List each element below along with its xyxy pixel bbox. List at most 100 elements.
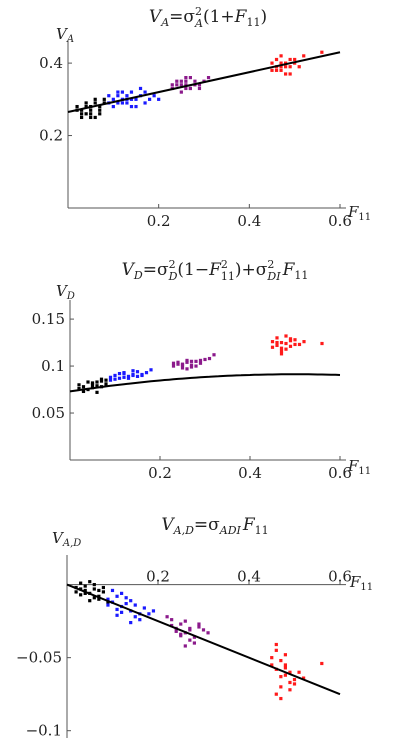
data-point bbox=[129, 620, 133, 625]
data-point bbox=[98, 112, 102, 116]
data-point bbox=[97, 588, 101, 593]
data-point bbox=[135, 370, 140, 374]
y-axis-label: VA bbox=[56, 25, 74, 45]
data-point bbox=[274, 57, 279, 62]
data-point bbox=[203, 357, 207, 362]
data-point bbox=[197, 625, 201, 629]
y-axis-label: VA,D bbox=[52, 529, 81, 549]
data-point bbox=[274, 648, 278, 652]
data-point bbox=[116, 94, 120, 98]
data-point bbox=[183, 644, 187, 648]
data-point bbox=[138, 86, 143, 91]
data-point bbox=[274, 642, 278, 647]
data-point bbox=[274, 68, 279, 72]
data-point bbox=[113, 373, 117, 378]
data-point bbox=[279, 54, 283, 58]
data-point bbox=[97, 597, 101, 601]
data-point bbox=[126, 374, 131, 378]
data-point bbox=[297, 65, 301, 69]
y-tick-label: 0.4 bbox=[39, 54, 63, 72]
data-point bbox=[270, 68, 274, 72]
data-point bbox=[125, 94, 129, 98]
data-point bbox=[129, 599, 133, 603]
data-point bbox=[88, 599, 92, 603]
x-tick-label: 0.2 bbox=[147, 212, 171, 230]
data-point bbox=[197, 622, 201, 626]
data-point bbox=[171, 364, 176, 368]
data-point bbox=[279, 68, 283, 72]
data-point bbox=[201, 628, 206, 632]
data-point bbox=[288, 670, 292, 674]
data-point bbox=[284, 334, 288, 338]
data-point bbox=[131, 369, 135, 373]
data-point bbox=[270, 340, 275, 344]
data-point bbox=[143, 90, 147, 94]
data-point bbox=[80, 112, 84, 116]
data-point bbox=[288, 72, 292, 76]
data-point bbox=[292, 677, 297, 682]
data-point bbox=[297, 670, 301, 674]
data-point bbox=[106, 597, 110, 601]
data-point bbox=[107, 94, 111, 98]
data-point bbox=[80, 108, 84, 112]
data-point bbox=[184, 83, 188, 87]
data-point bbox=[188, 626, 192, 631]
data-point bbox=[275, 340, 279, 345]
data-point bbox=[79, 581, 83, 585]
data-point bbox=[302, 340, 306, 344]
data-point bbox=[135, 374, 140, 378]
chart-panel-va: VA=σ2 A(1+F11) VA F11 0.2 0.4 0.6 0.2 0.4 bbox=[39, 5, 371, 230]
data-point bbox=[279, 349, 284, 353]
data-point bbox=[83, 584, 87, 588]
data-point bbox=[189, 365, 194, 369]
data-point bbox=[138, 618, 142, 622]
y-axis-label: VD bbox=[56, 282, 75, 302]
data-point bbox=[115, 613, 119, 617]
data-point bbox=[293, 338, 297, 342]
data-point bbox=[115, 594, 119, 598]
data-point bbox=[192, 641, 196, 645]
x-tick-label: 0.2 bbox=[148, 464, 172, 482]
data-point bbox=[81, 388, 86, 393]
data-point bbox=[176, 362, 180, 366]
data-point bbox=[86, 380, 90, 384]
data-point bbox=[83, 588, 87, 593]
chart-title: VD=σ2 D(1−F2 11)+σ2 DI F11 bbox=[122, 258, 309, 283]
y-tick-label: 0.2 bbox=[39, 127, 63, 145]
data-point bbox=[74, 590, 78, 594]
data-point bbox=[293, 342, 297, 347]
data-point bbox=[98, 104, 102, 109]
data-point bbox=[270, 663, 274, 667]
data-point bbox=[152, 94, 156, 98]
x-tick-label: 0.6 bbox=[328, 212, 352, 230]
data-point bbox=[83, 591, 87, 595]
data-point bbox=[115, 607, 119, 612]
x-tick-label: 0.4 bbox=[237, 568, 261, 586]
data-point bbox=[98, 108, 102, 112]
data-point bbox=[179, 79, 183, 83]
data-point bbox=[212, 353, 216, 357]
data-point bbox=[279, 340, 284, 345]
data-point bbox=[279, 696, 283, 701]
data-point bbox=[122, 371, 126, 375]
data-point bbox=[320, 661, 324, 666]
data-point bbox=[111, 104, 115, 109]
data-point bbox=[279, 65, 283, 69]
data-point bbox=[185, 358, 189, 363]
data-point bbox=[148, 97, 152, 101]
data-point bbox=[129, 97, 134, 101]
data-point bbox=[81, 385, 86, 389]
y-tick-label: 0.1 bbox=[41, 357, 65, 375]
data-point bbox=[92, 583, 96, 587]
data-point bbox=[206, 76, 211, 80]
data-point bbox=[193, 79, 197, 83]
data-point bbox=[108, 378, 113, 382]
x-axis-label: F11 bbox=[347, 457, 371, 477]
data-point bbox=[101, 590, 105, 594]
data-point bbox=[185, 367, 189, 371]
data-point bbox=[288, 688, 292, 692]
y-tick-label: −0.1 bbox=[26, 722, 62, 740]
chart-title: VA=σ2 A(1+F11) bbox=[149, 5, 267, 30]
data-point bbox=[120, 591, 124, 595]
data-point bbox=[95, 380, 99, 384]
